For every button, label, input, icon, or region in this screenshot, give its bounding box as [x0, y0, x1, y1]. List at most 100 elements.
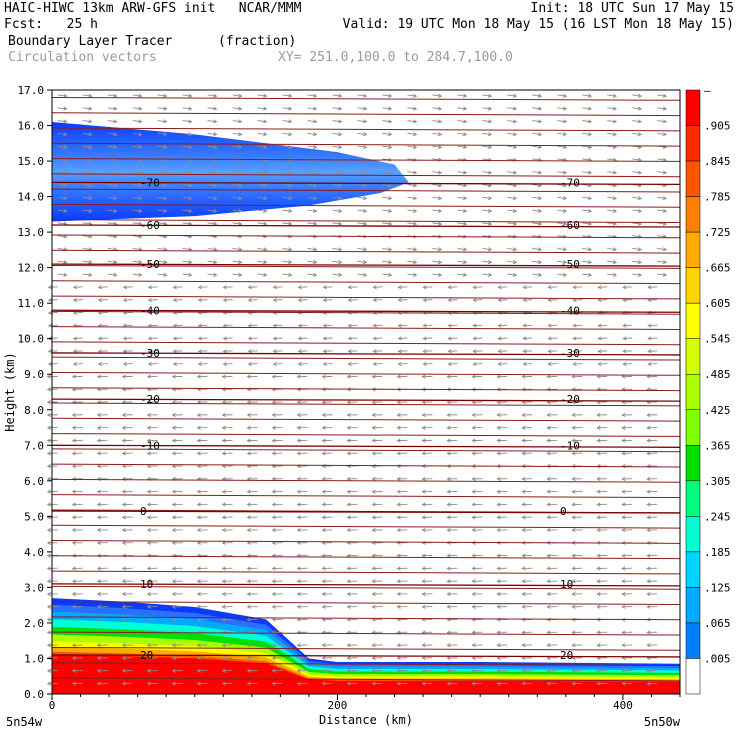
vector-915 — [432, 221, 443, 226]
vector-194 — [521, 591, 533, 597]
vector-337 — [346, 515, 358, 520]
vector-1136 — [332, 106, 343, 111]
vector-838 — [382, 260, 393, 265]
vector-201 — [71, 579, 83, 584]
vector-539 — [396, 412, 408, 418]
vector-364 — [396, 502, 408, 507]
vector-368 — [496, 502, 508, 507]
isotherm-line-10 — [51, 583, 681, 587]
vector-362 — [346, 502, 358, 507]
vector-527 — [96, 412, 108, 418]
colorbar-swatch — [685, 125, 701, 162]
vector-177 — [96, 591, 108, 597]
vector-1168 — [507, 93, 518, 98]
y-tick-label: 5.0 — [24, 510, 44, 523]
vector-866 — [457, 247, 468, 252]
vector-454 — [146, 451, 158, 456]
vector-463 — [371, 451, 383, 456]
vector-458 — [246, 451, 258, 456]
vector-645 — [547, 361, 558, 367]
vector-688 — [372, 336, 383, 341]
vector-397 — [596, 489, 608, 494]
vector-339 — [396, 515, 408, 520]
vector-3 — [121, 681, 133, 686]
vector-522 — [596, 425, 608, 430]
vector-181 — [196, 591, 208, 597]
vector-775 — [47, 285, 58, 290]
vector-610 — [296, 374, 308, 379]
vector-844 — [532, 260, 543, 265]
vector-204 — [146, 579, 158, 584]
vector-94 — [521, 643, 533, 648]
vector-797 — [597, 285, 608, 290]
isotherm-line — [51, 555, 681, 560]
vector-90 — [421, 643, 433, 648]
vector-944 — [532, 208, 543, 213]
vector-530 — [171, 412, 183, 418]
vector-647 — [597, 361, 608, 367]
vector-862 — [357, 247, 368, 252]
vector-1061 — [332, 144, 343, 150]
vector-667 — [472, 349, 483, 354]
vector-172 — [596, 604, 608, 609]
vector-166 — [446, 604, 458, 609]
vector-474 — [646, 451, 658, 456]
vector-89 — [396, 643, 408, 648]
vector-63 — [371, 655, 383, 661]
vector-416 — [446, 476, 458, 481]
vector-912 — [357, 221, 368, 226]
vector-504 — [146, 425, 158, 430]
vector-157 — [221, 604, 233, 609]
vector-846 — [582, 260, 593, 265]
vector-1097 — [607, 132, 618, 137]
vector-419 — [521, 476, 533, 481]
vector-396 — [571, 489, 583, 494]
vector-856 — [207, 247, 218, 252]
colorbar-swatch — [685, 658, 701, 695]
vector-1172 — [607, 93, 618, 98]
vector-237 — [346, 566, 358, 571]
vector-488 — [371, 438, 383, 443]
vector-637 — [347, 361, 358, 367]
vector-123 — [621, 630, 633, 635]
colorbar-swatch — [685, 551, 701, 588]
vector-327 — [96, 515, 108, 520]
isotherm-label-10: 10 — [140, 578, 153, 591]
vector-1024 — [657, 170, 668, 175]
vector-857 — [232, 247, 243, 252]
vector-564 — [396, 400, 408, 405]
vector-1128 — [132, 106, 143, 111]
vector-829 — [157, 260, 168, 265]
vector-373 — [621, 502, 633, 507]
vector-1019 — [532, 170, 543, 175]
isotherm-label-10: 10 — [560, 578, 573, 591]
vector-5 — [171, 681, 183, 686]
vector-523 — [621, 425, 633, 430]
vector-196 — [571, 591, 583, 597]
vector-1004 — [157, 170, 168, 175]
colorbar-label: .665 — [704, 262, 731, 275]
colorbar-swatch — [685, 89, 701, 126]
vector-621 — [571, 374, 583, 379]
vector-718 — [497, 323, 508, 328]
vector-765 — [422, 297, 433, 303]
vector-99 — [646, 643, 658, 648]
isotherm-line — [51, 601, 681, 605]
vector-267 — [471, 553, 483, 558]
colorbar-swatch — [685, 480, 701, 517]
isotherm-line — [51, 219, 681, 224]
vector-1111 — [332, 119, 343, 124]
vector-473 — [621, 451, 633, 456]
vector-199 — [646, 591, 658, 597]
vector-24 — [646, 681, 658, 686]
vector-55 — [171, 655, 183, 661]
vector-759 — [272, 297, 283, 303]
vector-566 — [446, 400, 458, 405]
colorbar-label: .065 — [704, 617, 731, 630]
vector-1007 — [232, 170, 243, 175]
vector-27 — [96, 668, 108, 673]
vector-847 — [607, 260, 618, 265]
vector-333 — [246, 515, 258, 520]
vector-661 — [322, 349, 333, 354]
vector-336 — [321, 515, 333, 520]
